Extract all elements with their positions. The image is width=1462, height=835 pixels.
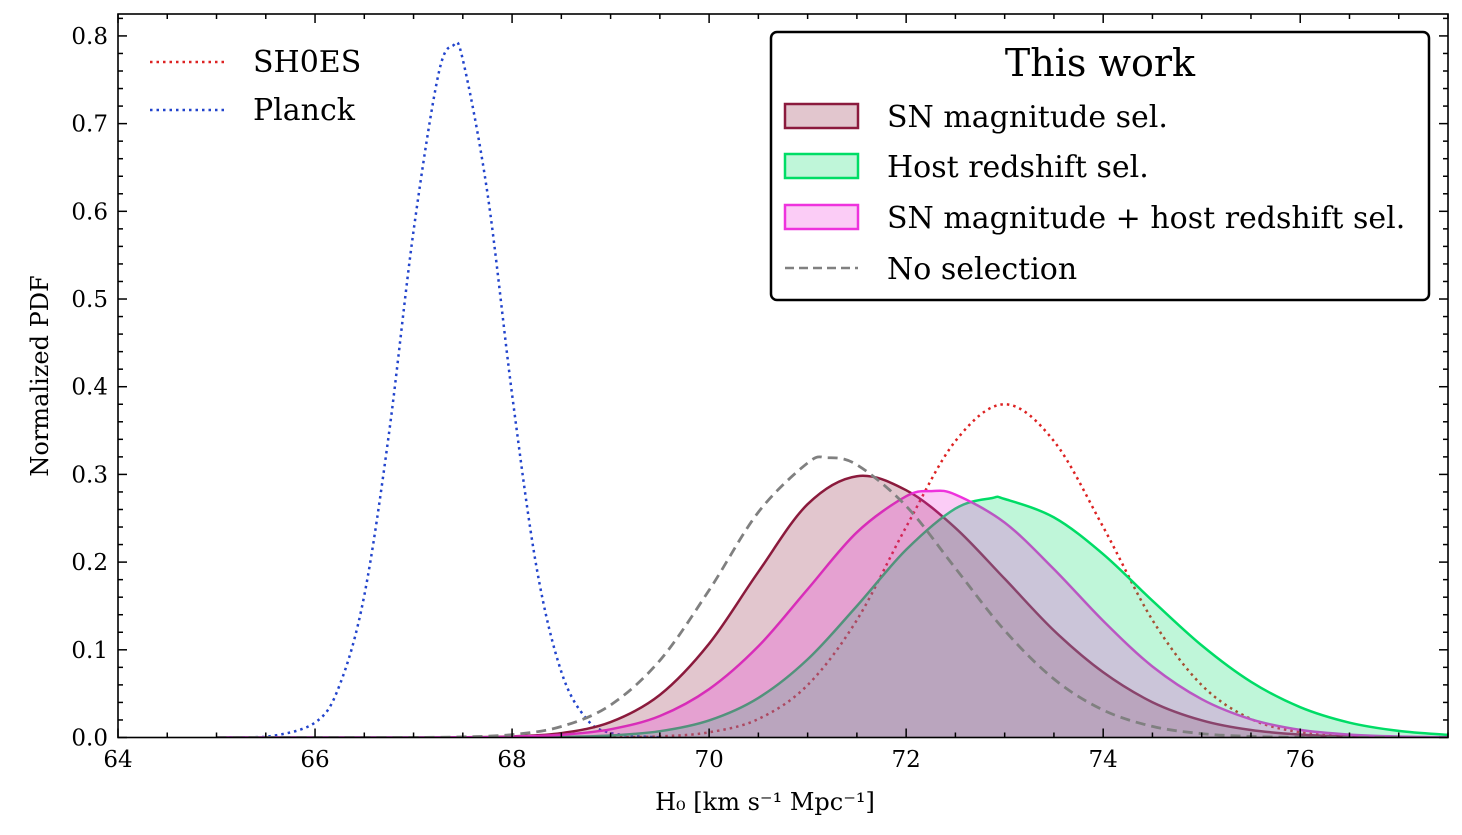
x-tick-label: 64 <box>103 747 132 773</box>
legend-label-host-redshift: Host redshift sel. <box>887 150 1149 185</box>
y-tick-label: 0.7 <box>71 112 108 138</box>
legend-swatch-host-redshift <box>783 152 860 180</box>
legend-label-no-selection: No selection <box>887 252 1077 287</box>
legend-swatch-sn-plus-host <box>783 203 860 231</box>
x-tick-label: 72 <box>892 747 921 773</box>
axis-ticks: 64 66 68 70 72 74 76 0.0 0.1 0.2 0.3 0.4 0.5 0.6 0.7 0.… <box>71 14 1449 773</box>
y-tick-label: 0.1 <box>71 638 108 664</box>
legend-label-sh0es: SH0ES <box>253 45 361 80</box>
x-tick-label: 66 <box>300 747 329 773</box>
plot-frame <box>117 13 1449 739</box>
series-line-planck <box>216 41 661 738</box>
legend-label-planck: Planck <box>253 93 356 128</box>
series-fill-host-redshift-sel <box>216 496 1448 738</box>
y-tick-label: 0.2 <box>71 550 108 576</box>
legend-swatch-sn-magnitude <box>783 102 860 130</box>
series-fill-sn-magnitude-host-redshift-sel <box>216 490 1448 738</box>
y-tick-label: 0.3 <box>71 462 108 488</box>
x-tick-label: 74 <box>1089 747 1118 773</box>
x-tick-label: 70 <box>694 747 723 773</box>
y-tick-label: 0.4 <box>71 375 108 401</box>
legend-title: This work <box>1005 41 1196 85</box>
series-line-sh0es <box>561 403 1448 738</box>
y-axis-label: Normalized PDF <box>26 275 54 476</box>
legend-references: SH0ES Planck <box>150 45 361 128</box>
legend-frame <box>769 30 1431 302</box>
x-tick-label: 68 <box>497 747 526 773</box>
series-fill-sn-magnitude-sel <box>216 475 1448 738</box>
x-tick-label: 76 <box>1286 747 1315 773</box>
legend-label-sn-magnitude: SN magnitude sel. <box>887 100 1168 135</box>
y-tick-label: 0.8 <box>71 24 108 50</box>
y-tick-label: 0.0 <box>71 726 108 752</box>
y-tick-label: 0.6 <box>71 199 108 225</box>
x-axis-label: H₀ [km s⁻¹ Mpc⁻¹] <box>655 788 875 816</box>
legend-this-work: This work SN magnitude sel. Host redshif… <box>769 30 1431 302</box>
legend-label-sn-plus-host: SN magnitude + host redshift sel. <box>887 201 1405 236</box>
y-tick-label: 0.5 <box>71 287 108 313</box>
